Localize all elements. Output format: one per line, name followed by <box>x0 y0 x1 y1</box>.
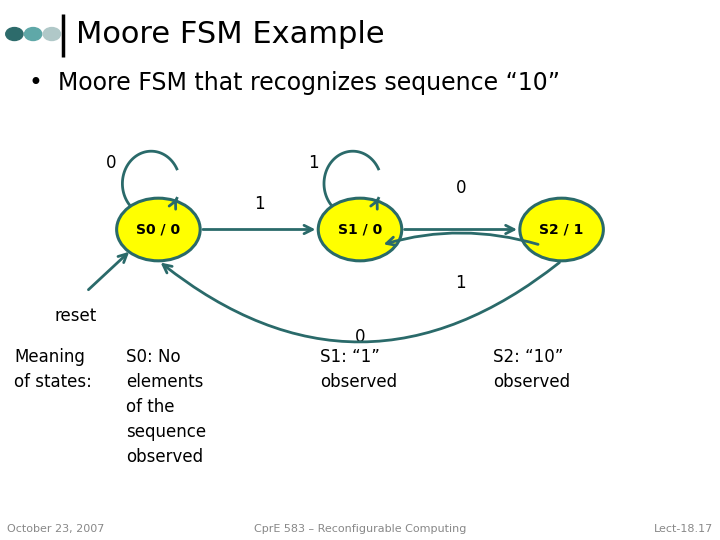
Circle shape <box>43 28 60 40</box>
Text: S2: “10”
observed: S2: “10” observed <box>493 348 570 392</box>
Text: S0 / 0: S0 / 0 <box>136 222 181 237</box>
Text: Meaning
of states:: Meaning of states: <box>14 348 92 392</box>
Text: 0: 0 <box>355 328 365 347</box>
Text: 1: 1 <box>456 274 466 292</box>
Text: S1: “1”
observed: S1: “1” observed <box>320 348 397 392</box>
Text: Lect-18.17: Lect-18.17 <box>654 523 713 534</box>
Text: 1: 1 <box>254 195 264 213</box>
Text: S2 / 1: S2 / 1 <box>539 222 584 237</box>
Circle shape <box>520 198 603 261</box>
Text: S0: No
elements
of the
sequence
observed: S0: No elements of the sequence observed <box>126 348 206 467</box>
Text: October 23, 2007: October 23, 2007 <box>7 523 104 534</box>
Text: 1: 1 <box>308 154 318 172</box>
Circle shape <box>117 198 200 261</box>
Text: Moore FSM Example: Moore FSM Example <box>76 19 384 49</box>
Text: reset: reset <box>55 307 96 325</box>
Circle shape <box>6 28 23 40</box>
Text: •  Moore FSM that recognizes sequence “10”: • Moore FSM that recognizes sequence “10… <box>29 71 560 94</box>
Circle shape <box>318 198 402 261</box>
Text: CprE 583 – Reconfigurable Computing: CprE 583 – Reconfigurable Computing <box>254 523 466 534</box>
Text: 0: 0 <box>107 154 117 172</box>
Text: S1 / 0: S1 / 0 <box>338 222 382 237</box>
Circle shape <box>24 28 42 40</box>
Text: 0: 0 <box>456 179 466 197</box>
